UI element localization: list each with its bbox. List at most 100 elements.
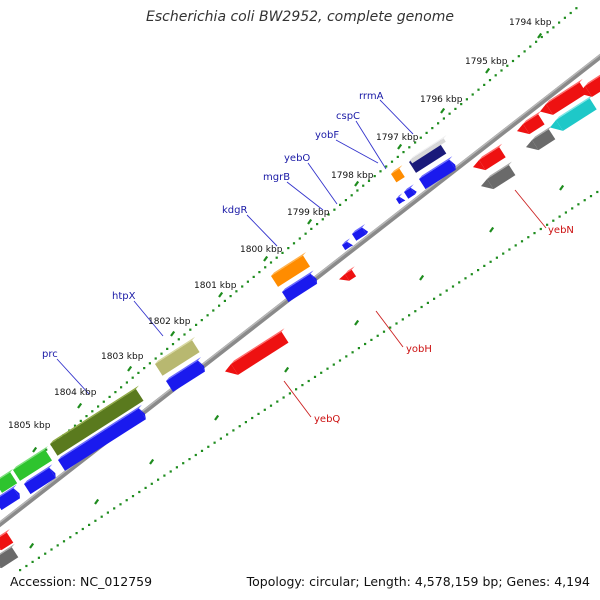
gene-block-lime-top-face [13,446,48,470]
outer-tick-track-dot [575,7,578,10]
inner-tick-track-dot [546,223,549,226]
gene-block-blue-2-arrowhead [138,408,146,420]
outer-tick-track-dot [569,11,572,15]
leader-cspC [355,120,387,170]
outer-tick-track-dot [367,179,371,182]
gene-block-blue-edge-arrowhead [13,488,20,499]
gene-block-yobH [345,269,357,281]
gene-block-cyan [556,98,597,131]
inner-tick-track-dot [175,466,178,469]
gene-block-grey-1-arrowhead [481,179,494,190]
outer-tick-track-dot [114,391,117,394]
gene-block-blue-3 [166,360,205,392]
inner-tick-track-dot [31,560,34,563]
gene-block-yebQ-top-face [231,328,285,364]
inner-tick-track-dot [470,273,473,276]
outer-tick-track-dot [246,280,249,283]
leader-kdgR [246,214,278,247]
inner-tick-track-dot [44,552,47,555]
inner-tick-track-dot [163,474,166,477]
gene-block-grey-2-arrowhead [526,140,539,151]
gene-block-blue-1 [24,467,56,495]
gene-block-blue-5 [419,159,456,190]
outer-tick-track-dot [45,448,48,451]
gene-block-blue-small-3-arrowhead [399,196,406,202]
outer-tick-track-dot [269,261,273,264]
inner-tick-track-dot [533,232,536,235]
gene-block-rrmA-sheen-top-face [410,134,447,160]
inner-tick-track-dot [445,289,448,292]
inner-tick-track-dot [508,248,511,251]
inner-tick-track-dot [376,334,379,337]
kbp-tick-label: 1800 kbp [240,245,283,255]
outer-tick-track-dot [350,194,353,197]
gene-block-blue-small-4-top-face [404,184,414,192]
gene-block-blue-1-arrowhead [49,467,56,478]
outer-tick-track-dot [264,266,267,269]
inner-tick-track-dot [257,412,260,415]
outer-tick-track-dot [511,59,515,63]
inner-major-tick [489,226,495,233]
inner-tick-track-dot [451,285,455,288]
inner-tick-track-dot [150,482,153,485]
inner-tick-track-dot [426,301,429,304]
outer-tick-track-dot [177,338,180,341]
outer-tick-track-dot [223,299,226,302]
inner-tick-track-dot [295,388,298,391]
outer-tick-track-dot [494,74,497,77]
gene-block-red-4-arrowhead [579,86,592,97]
inner-tick-track-dot [301,384,304,387]
inner-major-tick [559,184,565,191]
outer-tick-track-dot [108,395,111,398]
outer-tick-track-dot [448,112,451,115]
outer-tick-track-dot [258,271,261,274]
outer-tick-track-dot [390,160,394,163]
inner-tick-track-dot [477,269,480,272]
outer-tick-track-dot [316,223,319,226]
outer-major-tick [170,330,176,337]
outer-tick-track-dot [500,69,503,72]
outer-tick-track-dot [339,203,342,206]
gene-label-kdgR: kdgR [222,205,247,216]
outer-tick-track-dot [102,400,105,403]
outer-tick-track-dot [373,175,376,178]
accession-label: Accession: NC_012759 [10,574,153,589]
outer-tick-track-dot [321,218,324,221]
gene-block-red-edge-top-face [0,529,10,537]
outer-tick-track-dot [437,122,440,125]
outer-tick-track-dot [483,83,486,86]
gene-label-yebQ: yebQ [314,414,340,425]
outer-tick-track-dot [362,184,365,187]
gene-block-blue-small-1-top-face [342,238,351,245]
inner-tick-track-dot [69,536,72,539]
inner-tick-track-dot [81,527,84,531]
gene-block-lime-edge-top-face [0,468,14,479]
inner-tick-track-dot [539,227,542,231]
kbp-tick-label: 1799 kbp [287,208,330,218]
gene-block-red-2 [523,114,545,135]
inner-tick-track-dot [94,519,97,522]
gene-block-blue-small-3 [396,196,403,205]
gene-block-prc-top-face [50,385,139,444]
gene-block-blue-4-arrowhead [310,273,318,284]
outer-tick-track-dot [454,107,457,110]
inner-major-tick [149,458,155,465]
outer-tick-track-dot [535,40,538,43]
inner-tick-track-dot [395,322,398,325]
gene-block-grey-edge [0,547,19,569]
gene-block-yebN-top-face [479,143,503,160]
outer-tick-track-dot [517,55,520,58]
outer-tick-track-dot [558,21,561,24]
inner-tick-track-dot [571,207,574,210]
inner-tick-track-dot [464,277,467,280]
inner-tick-track-dot [131,495,135,498]
outer-tick-track-dot [148,362,151,365]
outer-tick-track-dot [252,275,255,278]
outer-tick-track-dot [333,208,336,211]
leader-mgrB [286,181,324,211]
outer-tick-track-dot [414,141,417,144]
inner-tick-track-dot [200,449,204,452]
gene-block-red-edge-arrowhead [0,547,2,551]
inner-major-tick [94,498,100,505]
outer-major-tick [218,291,224,298]
